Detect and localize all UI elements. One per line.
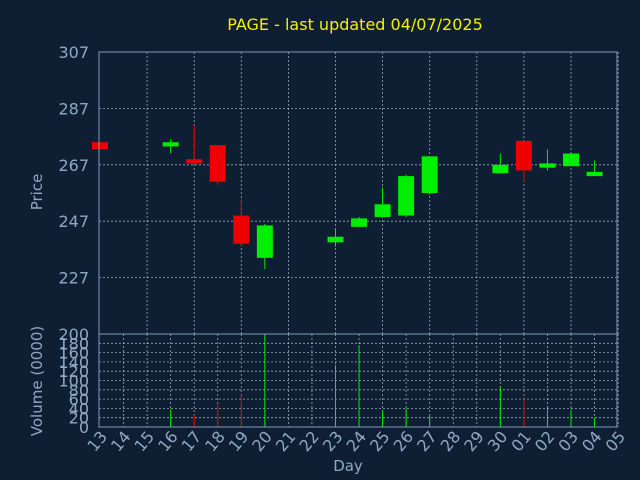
- candle-body: [515, 140, 532, 171]
- candle: [233, 198, 250, 247]
- price-axis-title: Price: [28, 174, 46, 211]
- volume-tick-label: 160: [58, 344, 89, 363]
- volume-series: [170, 335, 596, 427]
- price-tick-label: 287: [58, 99, 89, 118]
- candle: [186, 125, 203, 165]
- candlestick-series: [92, 125, 603, 270]
- candle: [539, 149, 556, 171]
- candle: [351, 216, 368, 227]
- candle: [398, 174, 415, 217]
- candle: [162, 139, 179, 154]
- volume-tick-label: 40: [69, 399, 89, 418]
- candle-body: [492, 164, 509, 174]
- candle: [327, 229, 344, 247]
- price-tick-labels: 307 287 267 247 227: [58, 43, 89, 288]
- x-axis-title: Day: [333, 457, 363, 475]
- price-tick-label: 227: [58, 269, 89, 288]
- price-tick-label: 247: [58, 212, 89, 231]
- candle-body: [398, 176, 415, 216]
- candle: [586, 160, 603, 177]
- candle-body: [233, 215, 250, 244]
- volume-axis-title: Volume (0000): [28, 326, 46, 436]
- chart-title: PAGE - last updated 04/07/2025: [227, 15, 483, 34]
- candle-body: [539, 163, 556, 168]
- price-tick-label: 307: [58, 43, 89, 62]
- candle-body: [351, 218, 368, 227]
- candle-body: [162, 142, 179, 147]
- candle: [515, 140, 532, 182]
- candle-body: [586, 171, 603, 177]
- volume-tick-label: 100: [58, 372, 89, 391]
- candle: [92, 142, 108, 150]
- volume-tick-label: 200: [58, 325, 89, 344]
- candle: [563, 153, 579, 167]
- volume-panel-frame: [98, 333, 618, 428]
- candle-body: [374, 204, 391, 217]
- candle: [421, 156, 438, 195]
- day-tick-labels: 1314151617181920212223242526272829300102…: [83, 427, 629, 455]
- volume-tick-label: 140: [58, 353, 89, 372]
- volume-tick-label: 20: [69, 409, 89, 428]
- candle-body: [256, 225, 273, 258]
- volume-tick-label: 60: [69, 390, 89, 409]
- price-tick-label: 267: [58, 156, 89, 175]
- candle-body: [186, 159, 203, 164]
- candle: [492, 153, 509, 174]
- candle-body: [92, 142, 108, 150]
- volume-tick-label: 0: [79, 418, 89, 437]
- volume-tick-label: 80: [69, 381, 89, 400]
- volume-tick-label: 180: [58, 334, 89, 353]
- candle: [374, 187, 391, 217]
- candle: [256, 224, 273, 270]
- candle-body: [563, 153, 579, 167]
- volume-tick-label: 120: [58, 362, 89, 381]
- candle-body: [327, 236, 344, 243]
- candle-body: [209, 145, 226, 182]
- candle-body: [421, 156, 438, 193]
- candle: [209, 145, 226, 185]
